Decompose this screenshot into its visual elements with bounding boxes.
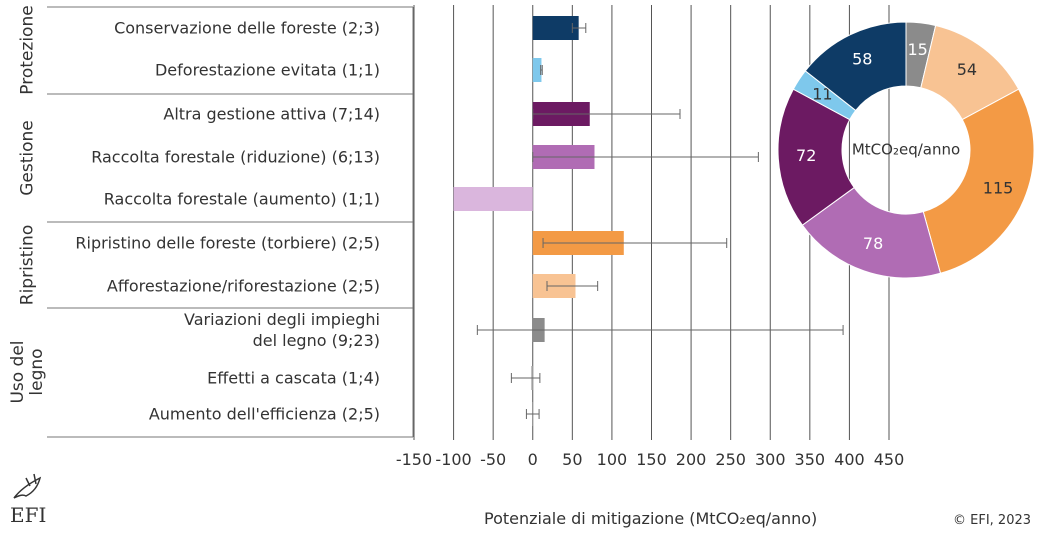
x-tick-label: 200: [675, 450, 707, 469]
copyright: © EFI, 2023: [953, 513, 1032, 528]
bar: [453, 187, 533, 211]
category-label: Raccolta forestale (aumento) (1;1): [103, 189, 380, 209]
category-label: Conservazione delle foreste (2;3): [114, 18, 380, 38]
category-label: Deforestazione evitata (1;1): [154, 60, 380, 80]
x-tick-label: 300: [754, 450, 786, 469]
donut-label: 78: [863, 234, 883, 253]
x-tick-label: 250: [715, 450, 746, 469]
donut-label: 11: [812, 85, 832, 104]
donut-segment: [922, 88, 1035, 274]
category-label: Altra gestione attiva (7;14): [163, 104, 380, 124]
x-tick-label: -150: [395, 450, 433, 469]
category-label: Ripristino delle foreste (torbiere) (2;5…: [75, 233, 380, 253]
x-tick-label: 450: [873, 450, 905, 469]
bar: [532, 58, 542, 82]
x-tick-label: -50: [480, 450, 507, 469]
x-tick-label: 50: [562, 450, 583, 469]
donut-label: 54: [957, 60, 977, 79]
logo-icon: [13, 473, 42, 499]
x-tick-label: 350: [794, 450, 826, 469]
donut-segment: [777, 88, 855, 226]
x-axis-label: Potenziale di mitigazione (MtCO₂eq/anno): [484, 509, 818, 528]
category-label: Afforestazione/riforestazione (2;5): [106, 276, 380, 296]
donut-center-label: MtCO₂eq/anno: [852, 141, 960, 159]
category-label: Effetti a cascata (1;4): [207, 368, 380, 388]
x-tick-label: 400: [834, 450, 865, 469]
donut-label: 115: [983, 179, 1014, 198]
category-label: Aumento dell'efficienza (2;5): [148, 404, 380, 424]
donut-label: 58: [852, 50, 872, 69]
category-label: Variazioni degli impieghi del legno (9;2…: [184, 310, 380, 350]
donut-label: 72: [796, 146, 816, 165]
x-tick-label: -100: [435, 450, 472, 469]
x-tick-label: 100: [596, 450, 628, 469]
donut-segment: [804, 21, 907, 112]
donut-label: 15: [907, 40, 927, 59]
x-tick-label: 150: [636, 450, 667, 469]
logo-text: EFI: [10, 503, 47, 527]
bar: [532, 16, 579, 40]
donut-segment: [801, 186, 942, 279]
x-tick-label: 0: [527, 450, 538, 469]
category-label: Raccolta forestale (riduzione) (6;13): [91, 147, 380, 167]
